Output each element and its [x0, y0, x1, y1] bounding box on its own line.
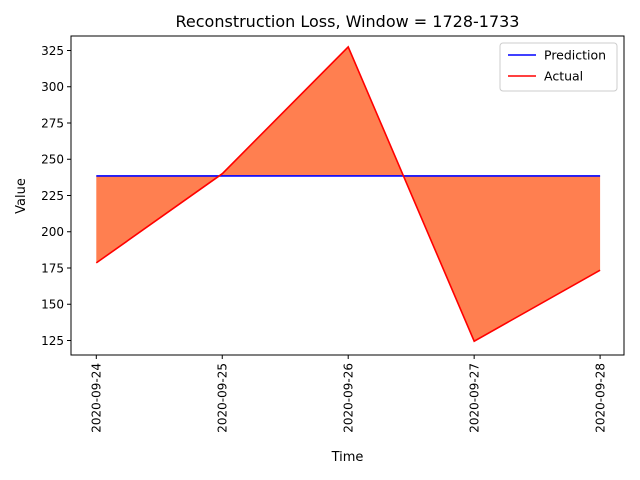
x-tick-label: 2020-09-25 — [216, 363, 230, 433]
y-tick-label: 150 — [41, 298, 64, 312]
y-tick-label: 250 — [41, 153, 64, 167]
x-tick-label: 2020-09-27 — [468, 363, 482, 433]
y-tick-label: 300 — [41, 80, 64, 94]
x-axis-label: Time — [331, 450, 364, 465]
chart-title: Reconstruction Loss, Window = 1728-1733 — [176, 12, 520, 31]
x-axis: 2020-09-24 2020-09-25 2020-09-26 2020-09-27… — [90, 355, 607, 433]
legend: Prediction Actual — [499, 42, 618, 92]
y-axis-label: Value — [14, 178, 29, 214]
y-tick-label: 175 — [41, 261, 64, 275]
y-axis: 125 150 175 200 225 250 275 300 325 — [41, 44, 71, 348]
y-tick-label: 325 — [41, 44, 64, 58]
y-tick-label: 125 — [41, 334, 64, 348]
y-tick-label: 275 — [41, 116, 64, 130]
legend-actual-label: Actual — [544, 69, 583, 84]
legend-prediction-label: Prediction — [544, 48, 606, 63]
x-tick-label: 2020-09-28 — [593, 363, 607, 433]
fill-between-area — [96, 46, 601, 342]
y-tick-label: 225 — [41, 189, 64, 203]
x-tick-label: 2020-09-26 — [342, 363, 356, 433]
y-tick-label: 200 — [41, 225, 64, 239]
plot-area — [95, 45, 601, 343]
x-tick-label: 2020-09-24 — [90, 363, 104, 433]
